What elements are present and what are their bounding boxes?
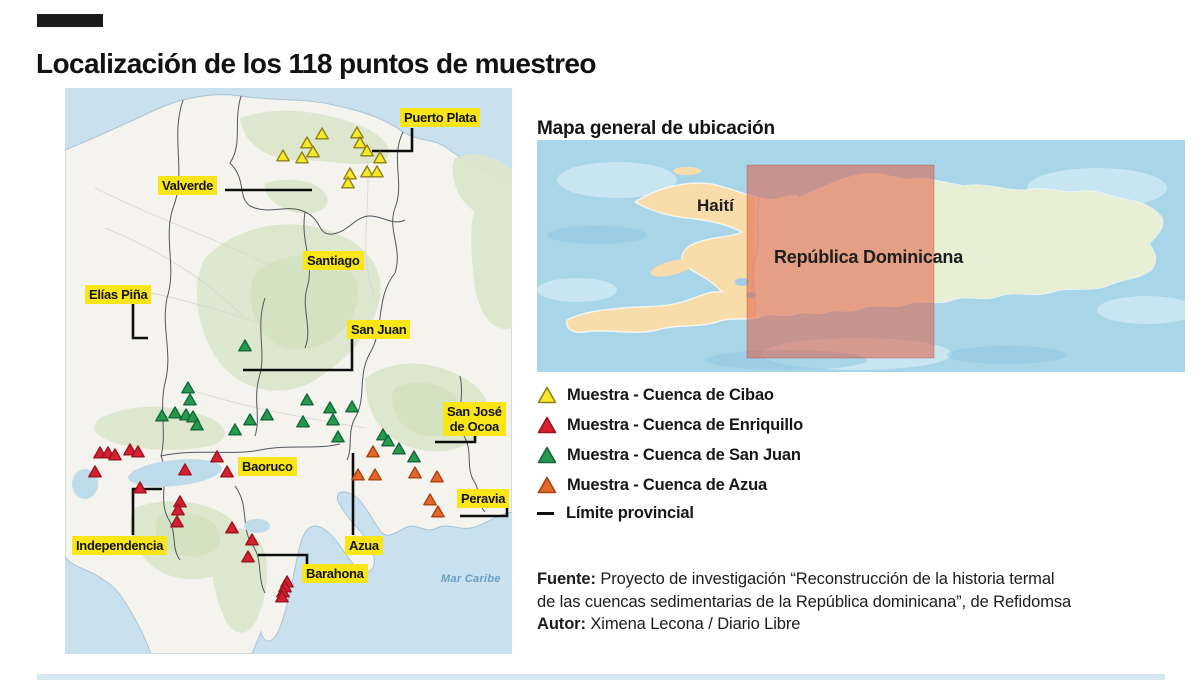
- map-label: Azua: [345, 536, 383, 555]
- legend-item-cibao: Muestra - Cuenca de Cibao: [537, 380, 803, 410]
- fuente-text: Proyecto de investigación “Reconstrucció…: [595, 570, 1055, 588]
- inset-map: Haití República Dominicana: [537, 140, 1185, 372]
- inset-map-heading: Mapa general de ubicación: [537, 117, 775, 139]
- legend-label: Muestra - Cuenca de Cibao: [567, 385, 774, 404]
- legend-item-azua: Muestra - Cuenca de Azua: [537, 470, 803, 500]
- country-label-haiti: Haití: [697, 196, 734, 215]
- legend-label: Muestra - Cuenca de Azua: [567, 475, 767, 494]
- title-accent-bar: [37, 14, 103, 27]
- source-line-1: Fuente: Proyecto de investigación “Recon…: [537, 568, 1193, 591]
- map-label: Barahona: [302, 564, 368, 583]
- bottom-map-edge: [37, 674, 1165, 680]
- page-title: Localización de los 118 puntos de muestr…: [36, 47, 596, 79]
- triangle-marker-icon: [537, 386, 557, 404]
- map-label: Baoruco: [238, 457, 297, 476]
- triangle-marker-icon: [537, 446, 557, 464]
- inset-map-art: [537, 162, 1185, 370]
- legend-item-enriquillo: Muestra - Cuenca de Enriquillo: [537, 410, 803, 440]
- map-label: San José de Ocoa: [443, 402, 506, 436]
- main-map: Mar Caribe Puerto Plata Valverde Santiago E…: [65, 88, 512, 654]
- triangle-marker-icon: [537, 416, 557, 434]
- source-credits: Fuente: Proyecto de investigación “Recon…: [537, 568, 1193, 636]
- legend-label: Muestra - Cuenca de Enriquillo: [567, 415, 804, 434]
- map-label: Puerto Plata: [400, 108, 481, 127]
- base-map-art: [65, 94, 512, 654]
- legend-label: Límite provincial: [566, 504, 694, 522]
- study-area-highlight: [746, 164, 935, 359]
- legend-item-limite-provincial: Límite provincial: [537, 500, 803, 527]
- map-label: Peravia: [457, 489, 510, 508]
- autor-label: Autor:: [537, 615, 586, 633]
- triangle-marker-icon: [537, 476, 557, 494]
- source-line-2: de las cuencas sedimentarias de la Repúb…: [537, 592, 1072, 611]
- legend: Muestra - Cuenca de Cibao Muestra - Cuen…: [537, 380, 803, 527]
- map-label: Independencia: [72, 536, 168, 555]
- source-line-3: Autor: Ximena Lecona / Diario Libre: [537, 613, 1193, 636]
- map-label: San Juan: [347, 320, 411, 339]
- map-label: Valverde: [158, 176, 218, 195]
- provincial-boundary-line-icon: [537, 512, 554, 515]
- legend-item-san-juan: Muestra - Cuenca de San Juan: [537, 440, 803, 470]
- map-label: Elías Piña: [85, 285, 152, 304]
- autor-text: Ximena Lecona / Diario Libre: [585, 615, 801, 633]
- sea-label: Mar Caribe: [441, 573, 501, 585]
- fuente-label: Fuente:: [537, 570, 596, 588]
- legend-label: Muestra - Cuenca de San Juan: [567, 445, 801, 464]
- map-label: Santiago: [303, 251, 364, 270]
- country-label-dominican-republic: República Dominicana: [774, 247, 964, 267]
